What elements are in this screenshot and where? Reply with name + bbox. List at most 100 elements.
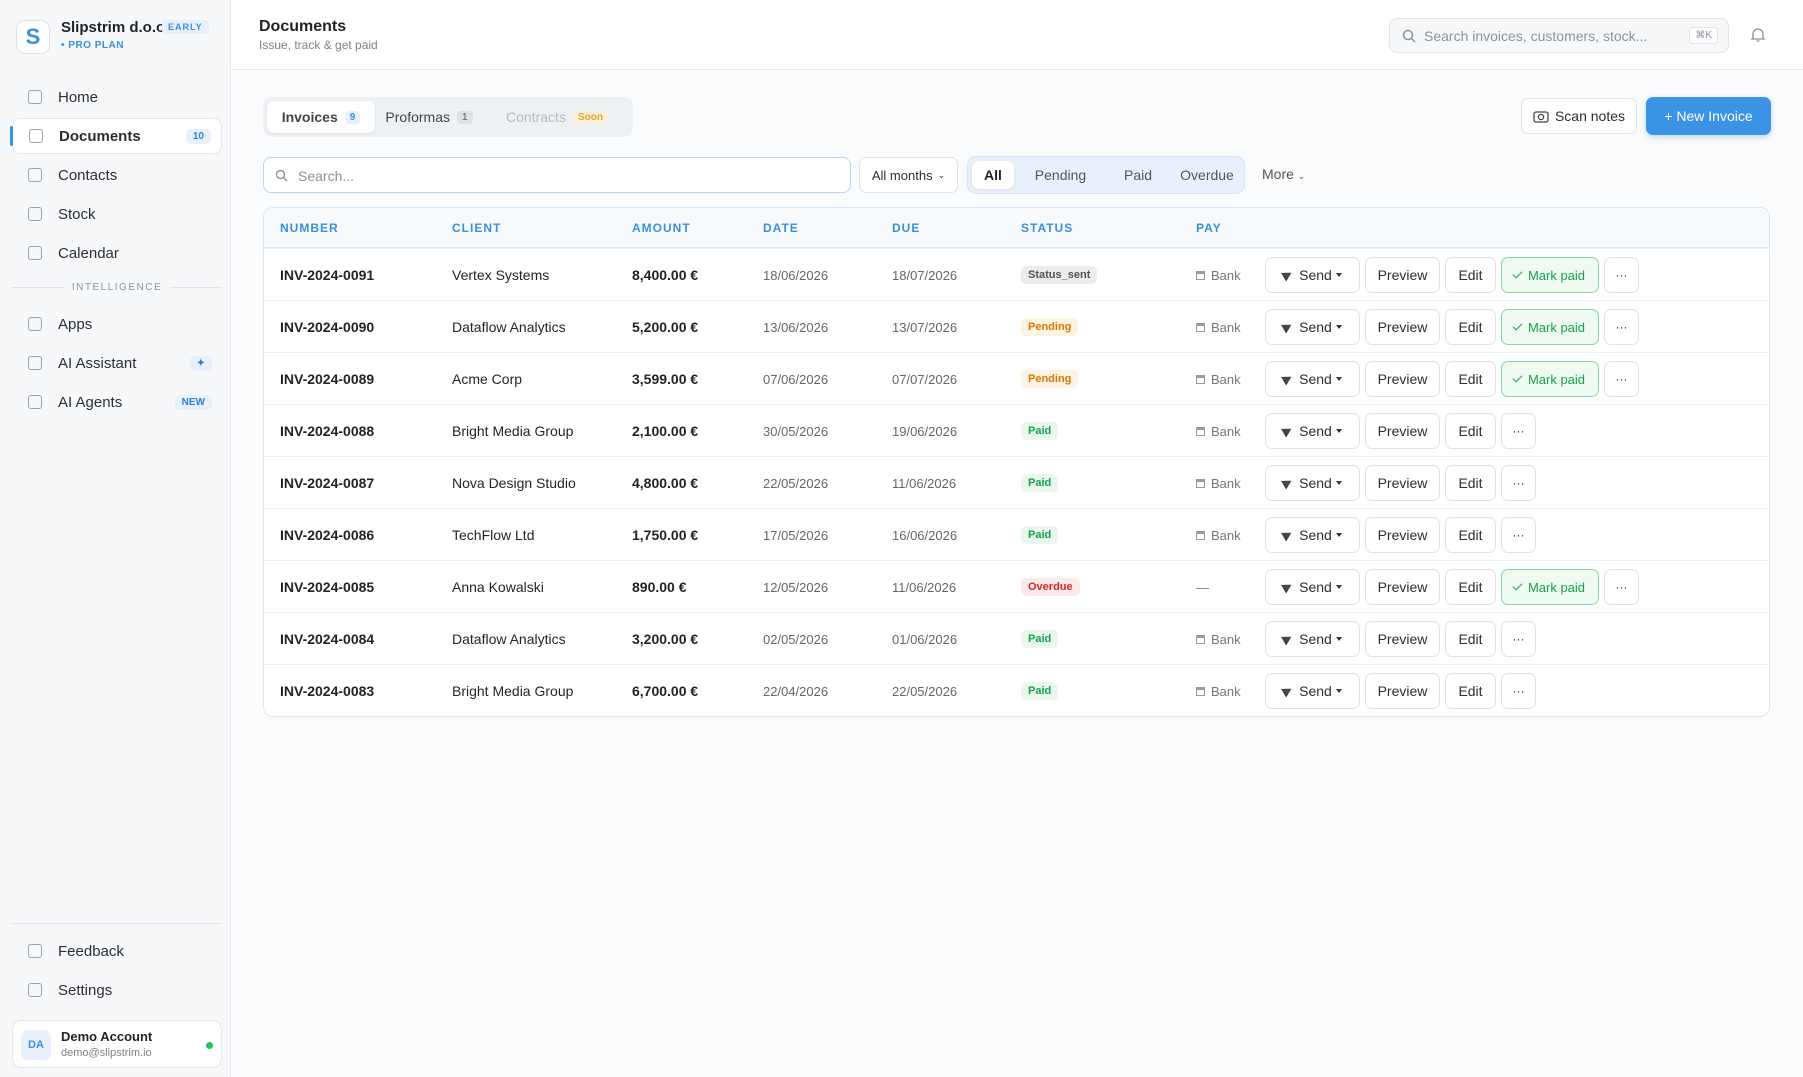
months-filter[interactable]: All months ⌄ [859,157,958,193]
nav-item[interactable]: Apps [12,306,222,342]
status-option[interactable]: Paid [1123,167,1153,183]
more-button[interactable]: ··· [1604,257,1639,293]
send-button[interactable]: Send [1265,517,1360,553]
cell: Acme Corp [452,353,522,405]
send-button[interactable]: Send [1265,257,1360,293]
caret [1335,637,1342,641]
send-button[interactable]: Send [1265,465,1360,501]
cell: Paid [1021,405,1059,457]
table-row[interactable]: INV-2024-0084 Dataflow Analytics 3,200.00 … [264,612,1769,664]
nav-item[interactable]: Stock [12,196,222,232]
table-row[interactable]: INV-2024-0090 Dataflow Analytics 5,200.00 … [264,300,1769,352]
caret [1335,273,1342,277]
status-badge: Paid [1021,474,1059,492]
nav-item[interactable]: Contacts [12,157,222,193]
status-badge: Paid [1021,526,1059,544]
status-option[interactable]: Pending [1034,167,1087,183]
table-row[interactable]: INV-2024-0085 Anna Kowalski 890.00 € 12/05/… [264,560,1769,612]
edit-button[interactable]: Edit [1445,569,1496,605]
badge: EARLY [162,20,209,34]
bell[interactable] [1750,27,1766,43]
cell-text: INV-2024-0090 [280,319,375,335]
nav-item[interactable]: Calendar [12,235,222,271]
edit-label: Edit [1458,631,1483,647]
scan-button[interactable]: Scan notes [1521,98,1637,134]
more-button[interactable]: ··· [1501,673,1536,709]
more-button[interactable]: ··· [1501,621,1536,657]
more-button[interactable]: ··· [1501,517,1536,553]
mark-paid-button[interactable]: Mark paid [1501,361,1599,397]
more-button[interactable]: ··· [1604,569,1639,605]
nav-item[interactable]: Settings [12,972,222,1008]
send-button[interactable]: Send [1265,621,1360,657]
nav-item[interactable]: Feedback [12,933,222,969]
edit-button[interactable]: Edit [1445,257,1496,293]
mark-paid-button[interactable]: Mark paid [1501,309,1599,345]
preview-button[interactable]: Preview [1365,257,1440,293]
edit-button[interactable]: Edit [1445,465,1496,501]
table-row[interactable]: INV-2024-0086 TechFlow Ltd 1,750.00 € 17/05… [264,508,1769,560]
table-search[interactable]: Search... [263,157,851,193]
preview-button[interactable]: Preview [1365,309,1440,345]
nav-item[interactable]: Home [12,79,222,115]
preview-button[interactable]: Preview [1365,517,1440,553]
mark-paid-button[interactable]: Mark paid [1501,569,1599,605]
status-option[interactable]: All [972,161,1014,189]
cell: Vertex Systems [452,249,549,301]
cell: INV-2024-0087 [280,457,374,509]
edit-button[interactable]: Edit [1445,413,1496,449]
preview-button[interactable]: Preview [1365,465,1440,501]
edit-button[interactable]: Edit [1445,361,1496,397]
send-button[interactable]: Send [1265,413,1360,449]
check-icon [1512,320,1523,331]
more-label: ··· [1615,372,1628,386]
cell: INV-2024-0086 [280,509,374,561]
more-button[interactable]: ··· [1604,361,1639,397]
preview-label: Preview [1377,267,1428,283]
cell-text: 19/06/2026 [892,423,958,439]
account[interactable]: DA Demo Account demo@slipstrim.io [12,1020,222,1068]
tab[interactable]: Proformas 1 [373,101,485,133]
nav-item[interactable]: AI Assistant ✦ [12,345,222,381]
table-row[interactable]: INV-2024-0083 Bright Media Group 6,700.00 … [264,664,1769,716]
more-filter[interactable]: More ⌄ [1262,166,1306,182]
tab[interactable]: Invoices 9 [267,101,375,133]
logo: S [16,20,50,54]
nav-item[interactable]: AI Agents NEW [12,384,222,420]
edit-button[interactable]: Edit [1445,621,1496,657]
status-badge: Pending [1021,370,1079,388]
new-invoice-button[interactable]: + New Invoice [1646,97,1771,135]
edit-button[interactable]: Edit [1445,517,1496,553]
more-button[interactable]: ··· [1501,465,1536,501]
cell-text: 8,400.00 € [632,267,699,283]
preview-button[interactable]: Preview [1365,569,1440,605]
status-option[interactable]: Overdue [1180,167,1234,183]
table-row[interactable]: INV-2024-0087 Nova Design Studio 4,800.00 … [264,456,1769,508]
edit-label: Edit [1458,683,1483,699]
table-row[interactable]: INV-2024-0091 Vertex Systems 8,400.00 € 18/… [264,248,1769,300]
cell: Nova Design Studio [452,457,576,509]
edit-button[interactable]: Edit [1445,309,1496,345]
mark-paid-button[interactable]: Mark paid [1501,257,1599,293]
send-button[interactable]: Send [1265,569,1360,605]
more-label: ··· [1615,580,1628,594]
table-row[interactable]: INV-2024-0089 Acme Corp 3,599.00 € 07/06/20… [264,352,1769,404]
send-button[interactable]: Send [1265,673,1360,709]
preview-button[interactable]: Preview [1365,673,1440,709]
send-button[interactable]: Send [1265,309,1360,345]
more-button[interactable]: ··· [1501,413,1536,449]
send-button[interactable]: Send [1265,361,1360,397]
preview-button[interactable]: Preview [1365,413,1440,449]
tab[interactable]: Contracts Soon [493,101,621,133]
global-search[interactable]: Search invoices, customers, stock... ⌘K [1389,18,1729,53]
preview-button[interactable]: Preview [1365,361,1440,397]
preview-button[interactable]: Preview [1365,621,1440,657]
nav-label: Apps [58,315,93,333]
cell: Overdue [1021,561,1080,613]
table-row[interactable]: INV-2024-0088 Bright Media Group 2,100.00 … [264,404,1769,456]
nav-item[interactable]: Documents 10 [12,118,222,154]
more-button[interactable]: ··· [1604,309,1639,345]
status-badge: Paid [1021,682,1059,700]
edit-button[interactable]: Edit [1445,673,1496,709]
status-badge: Overdue [1021,578,1080,596]
